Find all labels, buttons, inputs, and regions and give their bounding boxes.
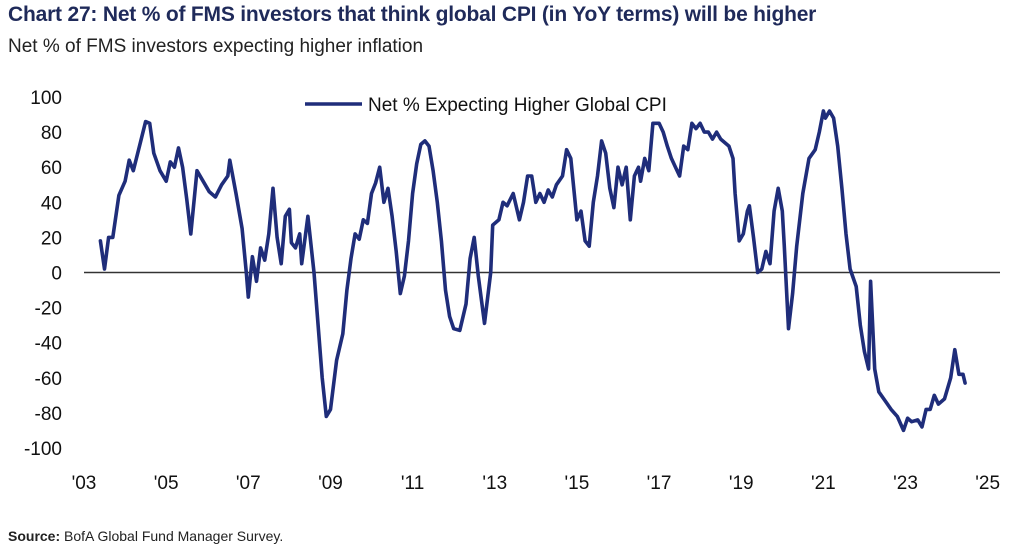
y-tick-label: 40 [41,193,62,214]
x-tick-label: '15 [565,473,590,494]
source-note: Source: BofA Global Fund Manager Survey. [8,528,283,544]
x-tick-label: '07 [236,473,261,494]
x-tick-label: '03 [72,473,97,494]
y-tick-label: 100 [30,88,62,109]
y-tick-label: -100 [24,439,62,460]
source-text: BofA Global Fund Manager Survey. [60,528,284,544]
x-tick-label: '13 [482,473,507,494]
chart-title: Chart 27: Net % of FMS investors that th… [8,3,817,26]
x-tick-label: '25 [975,473,1000,494]
y-tick-label: -60 [35,369,62,390]
y-axis-ticks: 100 80 60 40 20 0 -20 -40 -60 -80 -100 [24,88,62,460]
legend: Net % Expecting Higher Global CPI [305,95,667,116]
y-tick-label: 60 [41,158,62,179]
y-tick-label: -20 [35,299,62,320]
legend-label: Net % Expecting Higher Global CPI [368,95,667,116]
x-tick-label: '23 [893,473,918,494]
y-tick-label: 20 [41,228,62,249]
x-tick-label: '05 [154,473,179,494]
y-tick-label: -40 [35,334,62,355]
source-label: Source: [8,528,61,544]
chart-subtitle: Net % of FMS investors expecting higher … [8,36,424,57]
y-tick-label: -80 [35,404,62,425]
x-tick-label: '21 [811,473,836,494]
y-tick-label: 0 [51,264,62,285]
y-tick-label: 80 [41,123,62,144]
x-axis-ticks: '03 '05 '07 '09 '11 '13 '15 '17 '19 '21 '23 '25 [72,473,1000,494]
series-line-net-pct-higher-cpi [98,109,967,433]
x-tick-label: '09 [318,473,343,494]
x-tick-label: '11 [401,473,424,494]
x-tick-label: '19 [729,473,754,494]
x-tick-label: '17 [647,473,672,494]
